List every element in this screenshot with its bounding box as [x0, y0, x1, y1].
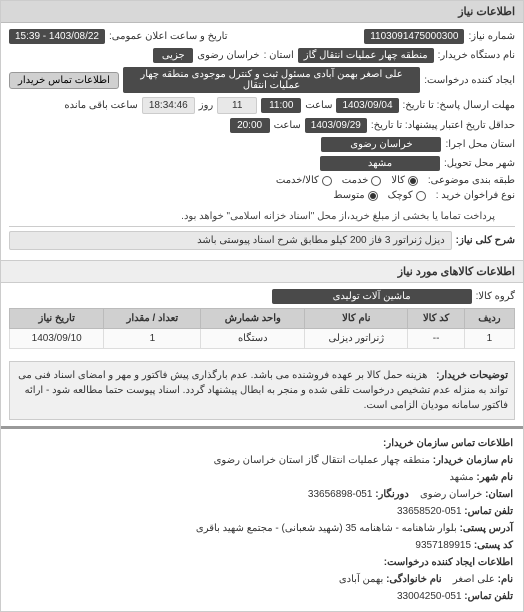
- cell-unit: دستگاه: [201, 329, 305, 349]
- creator-phone-value: 051-33004250: [397, 591, 462, 602]
- fax-label: دورنگار:: [375, 489, 409, 500]
- cell-row: 1: [464, 329, 514, 349]
- divider: [9, 226, 515, 227]
- radio-dot-icon: [408, 176, 418, 186]
- phone-value: 051-33658520: [397, 506, 462, 517]
- radio-dot-icon: [322, 176, 332, 186]
- deadline-send-date: 1403/09/04: [336, 98, 398, 113]
- phone-label: تلفن تماس:: [464, 506, 513, 517]
- remaining-label: ساعت باقی مانده: [64, 100, 137, 111]
- col-unit: واحد شمارش: [201, 309, 305, 329]
- buyer-notes-box: توضیحات خریدار: هزینه حمل کالا بر عهده ف…: [9, 361, 515, 420]
- province-value: خراسان رضوی: [420, 489, 482, 500]
- buyer-province-label: استان :: [264, 50, 294, 61]
- summary-value: دیزل ژنراتور 3 فاز 200 کیلو مطابق شرح اس…: [9, 231, 452, 250]
- time-label-2: ساعت: [274, 120, 301, 131]
- city-delivery-label: شهر محل تحویل:: [444, 158, 515, 169]
- radio-medium[interactable]: متوسط: [333, 190, 377, 201]
- address-value: بلوار شاهنامه - شاهنامه 35 (شهید شعبانی)…: [196, 523, 457, 534]
- radio-small[interactable]: کوچک: [388, 190, 426, 201]
- radio-dot-icon: [416, 191, 426, 201]
- address-label: آدرس پستی:: [460, 523, 513, 534]
- panel-header: اطلاعات نیاز: [1, 1, 523, 23]
- radio-small-label: کوچک: [388, 190, 413, 201]
- radio-medium-label: متوسط: [333, 190, 364, 201]
- validity-time: 20:00: [230, 118, 270, 133]
- announce-label: تاریخ و ساعت اعلان عمومی:: [109, 31, 228, 42]
- radio-goods[interactable]: کالا: [391, 175, 418, 186]
- radio-goods-service[interactable]: کالا/خدمت: [276, 175, 332, 186]
- buyer-label: نام دستگاه خریدار:: [438, 50, 515, 61]
- col-name: نام کالا: [305, 309, 408, 329]
- radio-goods-label: کالا: [391, 175, 405, 186]
- org-label: نام سازمان خریدار:: [433, 455, 513, 466]
- fax-value: 051-33656898: [308, 489, 373, 500]
- radio-service-label: خدمت: [342, 175, 369, 186]
- city-value: مشهد: [449, 472, 473, 483]
- deadline-send-time: 11:00: [261, 98, 301, 113]
- radio-goods-service-label: کالا/خدمت: [276, 175, 319, 186]
- creator-phone-label: تلفن تماس:: [464, 591, 513, 602]
- contact-section-title: اطلاعات تماس سازمان خریدار:: [383, 438, 513, 449]
- city-delivery-value: مشهد: [320, 156, 440, 171]
- creator-value: علی اصغر بهمن آبادی مسئول ثبت و کنترل مو…: [123, 67, 420, 93]
- org-value: منطقه چهار عملیات انتقال گاز استان خراسا…: [214, 455, 430, 466]
- goods-section: گروه کالا: ماشین آلات تولیدی ردیف کد کال…: [1, 283, 523, 355]
- contact-section: اطلاعات تماس سازمان خریدار: نام سازمان خ…: [1, 426, 523, 611]
- goods-table: ردیف کد کالا نام کالا واحد شمارش تعداد /…: [9, 308, 515, 349]
- city-label: نام شهر:: [476, 472, 513, 483]
- info-section: شماره نیاز: 1103091475000300 تاریخ و ساع…: [1, 23, 523, 260]
- deadline-day: 11: [217, 97, 257, 114]
- size-radio-group: نوع فراخوان خرید : کوچک متوسط پرداخت تما…: [9, 190, 515, 222]
- goods-section-header: اطلاعات کالاهای مورد نیاز: [1, 260, 523, 283]
- cell-date: 1403/09/10: [10, 329, 104, 349]
- radio-service[interactable]: خدمت: [342, 175, 382, 186]
- size-label: نوع فراخوان خرید :: [436, 190, 515, 201]
- cell-code: --: [408, 329, 464, 349]
- main-panel: اطلاعات نیاز شماره نیاز: 110309147500030…: [0, 0, 524, 612]
- request-number-value: 1103091475000300: [364, 29, 464, 44]
- summary-label: شرح کلی نیاز:: [456, 235, 515, 246]
- col-qty: تعداد / مقدار: [104, 309, 201, 329]
- category-label: طبقه بندی موضوعی:: [428, 175, 515, 186]
- payment-note: پرداخت تماما یا بخشی از مبلغ خرید،از محل…: [181, 211, 495, 222]
- group-value: ماشین آلات تولیدی: [272, 289, 472, 304]
- panel-title: اطلاعات نیاز: [458, 6, 515, 18]
- radio-dot-icon: [368, 191, 378, 201]
- deadline-send-label: مهلت ارسال پاسخ: تا تاریخ:: [403, 100, 515, 111]
- buyer-province: خراسان رضوی: [197, 50, 259, 61]
- cell-name: ژنراتور دیزلی: [305, 329, 408, 349]
- province-label: استان:: [485, 489, 513, 500]
- category-radio-group: طبقه بندی موضوعی: کالا خدمت کالا/خدمت: [9, 175, 515, 186]
- remaining-time: 18:34:46: [142, 97, 195, 114]
- cell-qty: 1: [104, 329, 201, 349]
- col-row: ردیف: [464, 309, 514, 329]
- creator-label: ایجاد کننده درخواست:: [424, 75, 515, 86]
- table-row: 1 -- ژنراتور دیزلی دستگاه 1 1403/09/10: [10, 329, 515, 349]
- contact-info-button[interactable]: اطلاعات تماس خریدار: [9, 72, 119, 89]
- province-exec-label: استان محل اجرا:: [445, 139, 515, 150]
- announce-value: 1403/08/22 - 15:39: [9, 29, 105, 44]
- province-exec-value: خراسان رضوی: [321, 137, 441, 152]
- col-date: تاریخ نیاز: [10, 309, 104, 329]
- validity-date: 1403/09/29: [305, 118, 367, 133]
- group-label: گروه کالا:: [476, 291, 515, 302]
- notes-label: توضیحات خریدار:: [436, 370, 508, 381]
- request-number-label: شماره نیاز:: [468, 31, 515, 42]
- buyer-region: منطقه چهار عملیات انتقال گاز: [298, 48, 434, 63]
- radio-dot-icon: [371, 176, 381, 186]
- day-word: روز: [199, 100, 214, 111]
- postal-label: کد پستی:: [474, 540, 513, 551]
- table-header-row: ردیف کد کالا نام کالا واحد شمارش تعداد /…: [10, 309, 515, 329]
- validity-label: حداقل تاریخ اعتبار پیشنهاد: تا تاریخ:: [371, 120, 515, 131]
- postal-value: 9357189915: [415, 540, 471, 551]
- col-code: کد کالا: [408, 309, 464, 329]
- creator-section-title: اطلاعات ایجاد کننده درخواست:: [384, 557, 513, 568]
- time-label-1: ساعت: [305, 100, 332, 111]
- notes-text: هزینه حمل کالا بر عهده فروشنده می باشد. …: [18, 370, 508, 411]
- buyer-partial: جزیی: [153, 48, 193, 63]
